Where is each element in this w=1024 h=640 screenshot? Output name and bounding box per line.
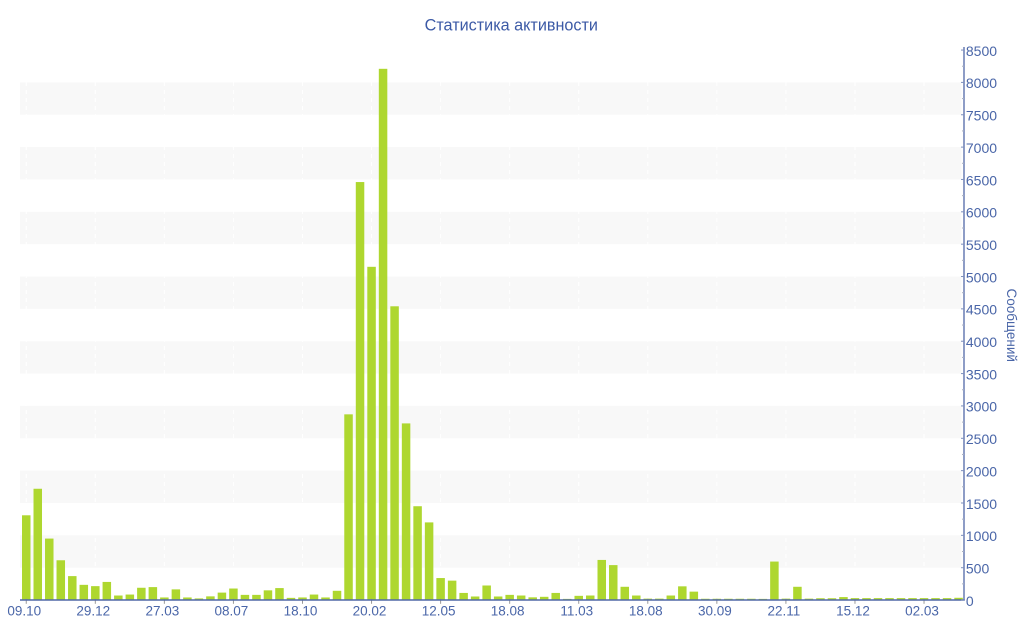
svg-text:08.07: 08.07 (215, 603, 249, 618)
svg-text:30.09: 30.09 (698, 603, 732, 618)
svg-text:2000: 2000 (966, 463, 997, 479)
svg-text:6500: 6500 (966, 172, 997, 188)
svg-text:1000: 1000 (966, 528, 997, 544)
svg-text:3000: 3000 (966, 399, 997, 415)
svg-text:0: 0 (966, 593, 974, 609)
svg-text:22.11: 22.11 (768, 603, 801, 618)
svg-text:Статистика активности: Статистика активности (425, 17, 598, 35)
svg-text:15.12: 15.12 (836, 603, 870, 618)
svg-text:7500: 7500 (966, 108, 997, 124)
svg-text:8000: 8000 (966, 75, 997, 91)
svg-text:7000: 7000 (966, 140, 997, 156)
svg-text:4000: 4000 (966, 334, 997, 350)
svg-text:6000: 6000 (966, 205, 997, 221)
svg-text:8500: 8500 (966, 43, 997, 59)
svg-text:18.10: 18.10 (284, 603, 318, 618)
svg-text:5500: 5500 (966, 237, 997, 253)
svg-text:2500: 2500 (966, 431, 997, 447)
svg-text:500: 500 (966, 561, 990, 577)
svg-text:1500: 1500 (966, 496, 997, 512)
svg-text:18.08: 18.08 (629, 603, 663, 618)
svg-text:02.03: 02.03 (905, 603, 939, 618)
svg-text:18.08: 18.08 (491, 603, 525, 618)
svg-text:Сообщений: Сообщений (1004, 288, 1019, 362)
svg-text:4500: 4500 (966, 302, 997, 318)
svg-text:3500: 3500 (966, 366, 997, 382)
svg-text:5000: 5000 (966, 269, 997, 285)
svg-text:11.03: 11.03 (560, 603, 593, 618)
svg-text:09.10: 09.10 (7, 603, 41, 618)
svg-text:27.03: 27.03 (145, 603, 179, 618)
svg-text:20.02: 20.02 (353, 603, 387, 618)
svg-text:12.05: 12.05 (422, 603, 456, 618)
svg-text:29.12: 29.12 (76, 603, 110, 618)
